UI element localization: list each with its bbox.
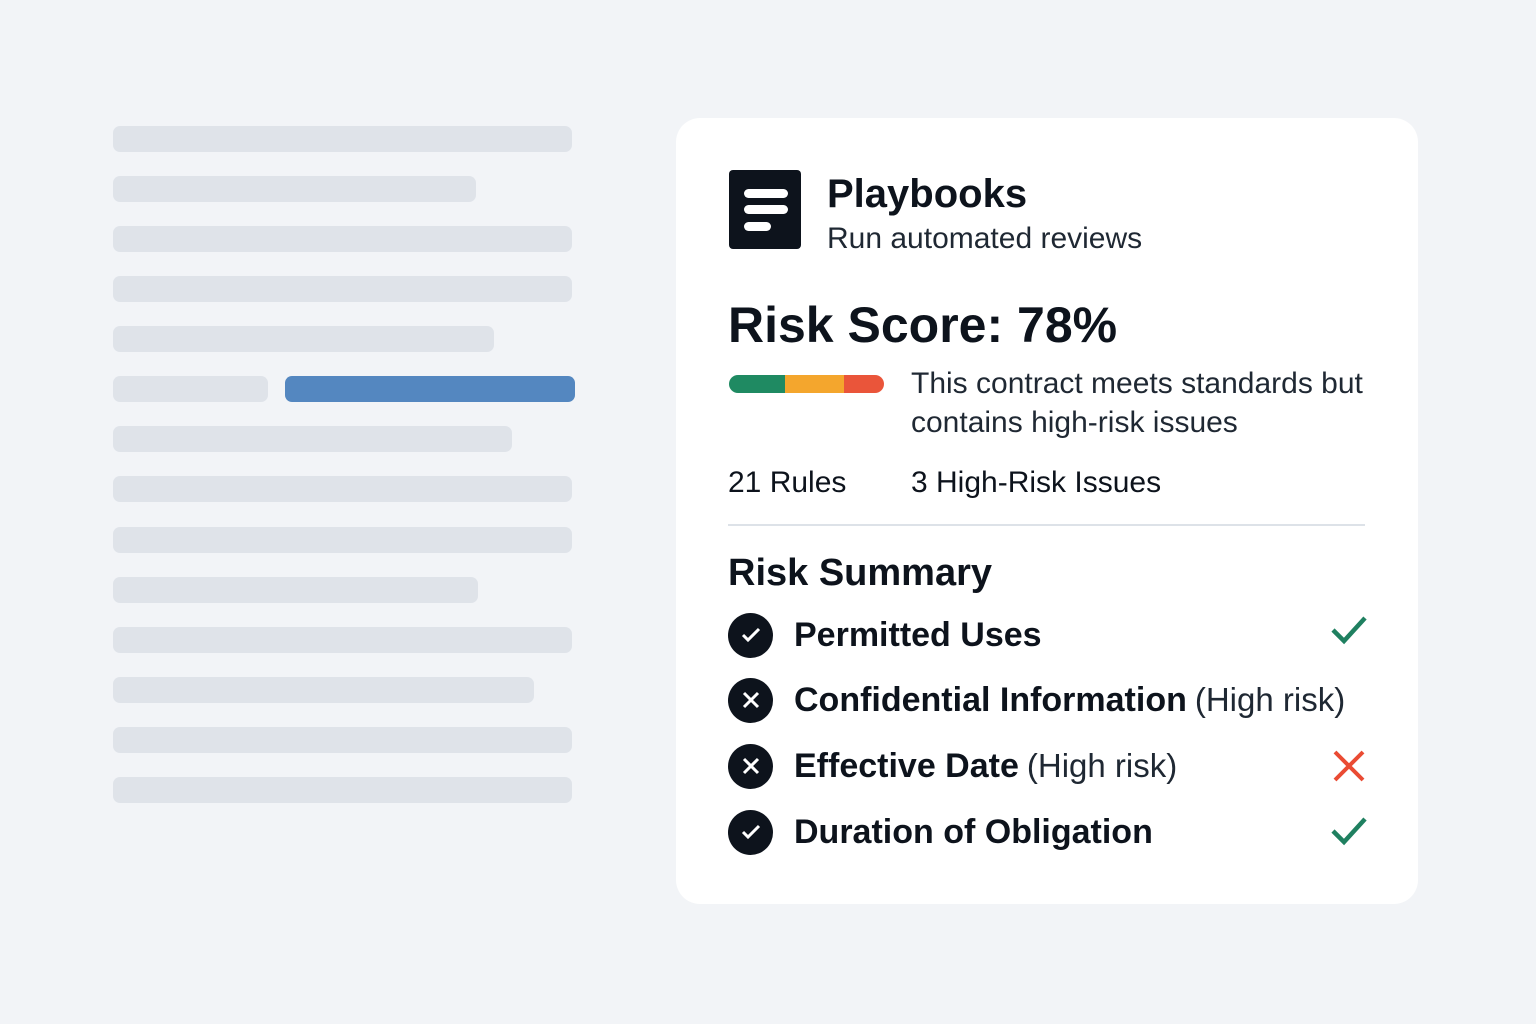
text-line	[113, 577, 478, 603]
item-note: (High risk)	[1026, 747, 1178, 784]
text-line	[113, 176, 476, 202]
high-risk-count: 3 High-Risk Issues	[911, 466, 1162, 499]
x-icon	[1333, 750, 1365, 782]
text-line	[113, 527, 572, 553]
divider	[728, 524, 1365, 526]
card-title: Playbooks	[827, 172, 1028, 216]
check-icon	[1331, 616, 1367, 645]
text-line	[113, 276, 572, 302]
item-label: Duration of Obligation	[794, 812, 1153, 851]
x-circle-icon	[728, 743, 773, 789]
risk-description: This contract meets standards but contai…	[911, 367, 1363, 439]
rules-count: 21 Rules	[728, 466, 847, 499]
check-icon	[1331, 817, 1367, 846]
bar-segment-high	[843, 375, 884, 393]
x-circle-icon	[728, 677, 773, 723]
text-line	[113, 476, 572, 502]
summary-item[interactable]: Permitted Uses	[728, 612, 1368, 658]
check-circle-icon	[728, 809, 773, 855]
text-line	[113, 727, 572, 753]
item-label: Permitted Uses	[794, 615, 1042, 654]
highlighted-clause[interactable]	[285, 376, 575, 402]
risk-summary-title: Risk Summary	[728, 552, 993, 594]
summary-item[interactable]: Confidential Information (High risk)	[728, 677, 1408, 723]
text-line	[113, 777, 572, 803]
summary-item[interactable]: Duration of Obligation	[728, 809, 1368, 855]
text-line	[113, 326, 494, 352]
text-line	[113, 677, 534, 703]
risk-score: Risk Score: 78%	[728, 297, 1118, 353]
check-circle-icon	[728, 612, 773, 658]
text-line	[113, 226, 572, 252]
bar-segment-medium	[784, 375, 844, 393]
bar-segment-low	[729, 375, 785, 393]
document-lines-icon	[729, 170, 801, 249]
playbooks-card: Playbooks Run automated reviews Risk Sco…	[676, 118, 1418, 904]
item-note: (High risk)	[1194, 681, 1346, 718]
text-line	[113, 126, 572, 152]
text-line	[113, 376, 268, 402]
summary-item[interactable]: Effective Date (High risk)	[728, 743, 1368, 789]
card-subtitle: Run automated reviews	[827, 222, 1143, 255]
item-label: Confidential Information	[794, 680, 1187, 719]
text-line	[113, 627, 572, 653]
risk-score-bar	[729, 375, 884, 393]
item-label: Effective Date	[794, 746, 1019, 785]
text-line	[113, 426, 512, 452]
